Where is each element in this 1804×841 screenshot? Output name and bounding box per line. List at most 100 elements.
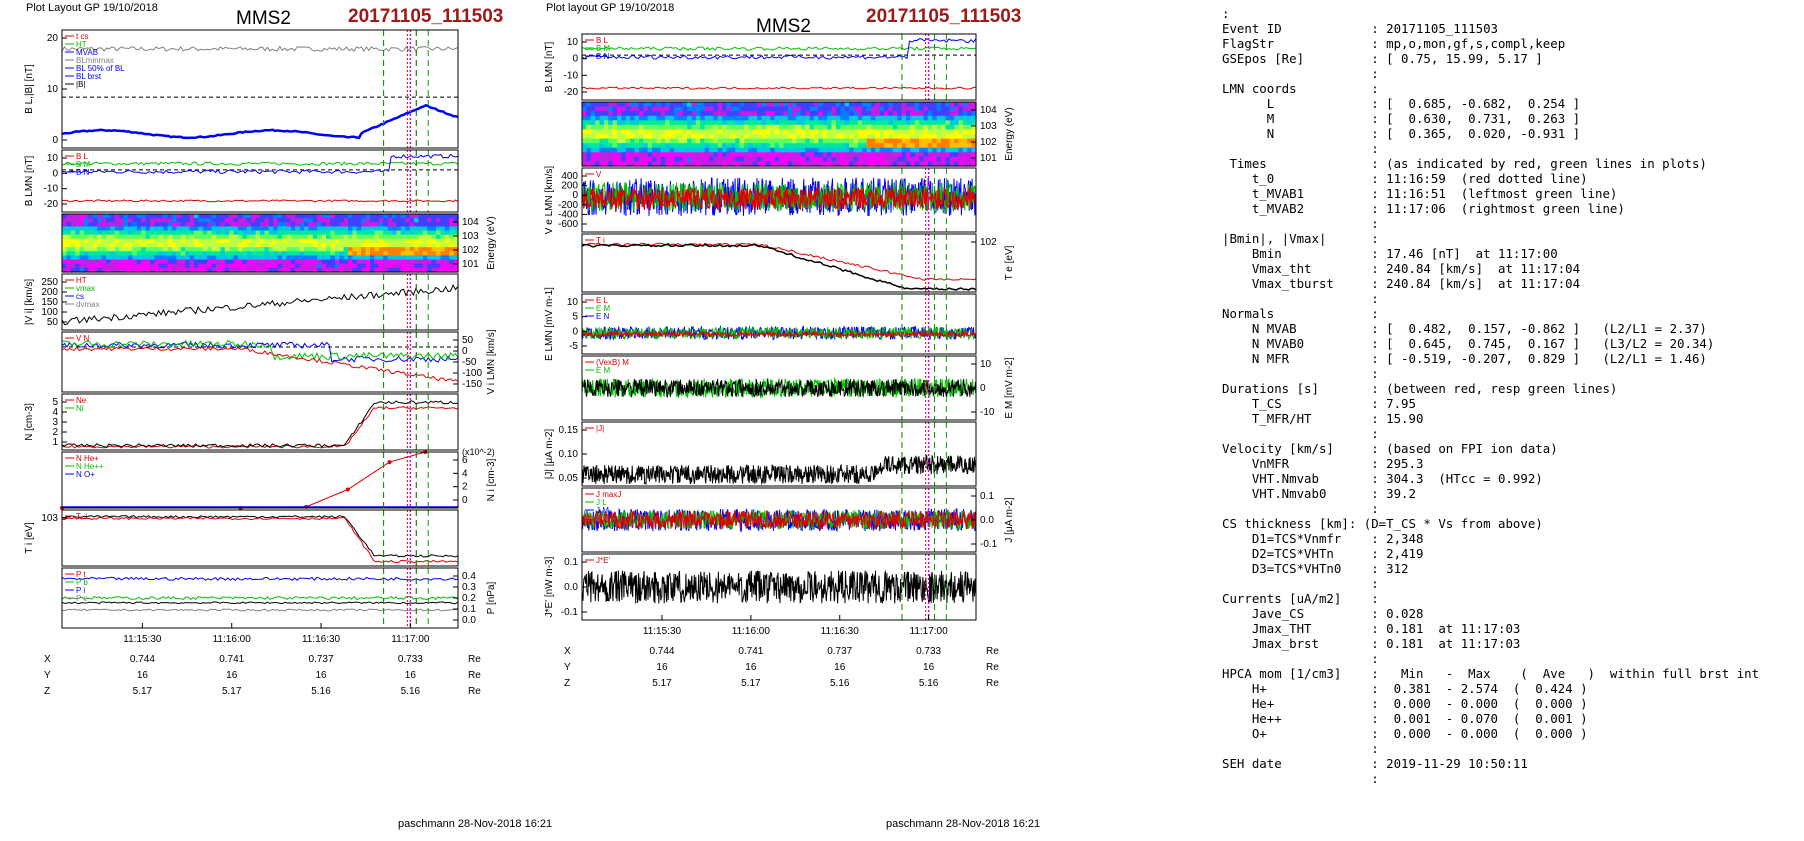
spectrogram-cell: [238, 267, 243, 273]
spectrogram-cell: [268, 263, 274, 269]
spectrogram-cell: [717, 115, 723, 121]
spectrogram-cell: [691, 161, 697, 167]
spectrogram-cell: [343, 247, 349, 252]
spectrogram-cell: [765, 134, 771, 140]
spectrogram-cell: [326, 222, 331, 228]
spectrogram-cell: [440, 243, 446, 248]
spectrogram-cell: [822, 147, 828, 153]
spectrogram-cell: [586, 147, 592, 153]
spectrogram-cell: [414, 218, 419, 223]
spectrogram-cell: [621, 102, 627, 108]
spectrogram-cell: [176, 214, 182, 219]
spectrogram-cell: [757, 124, 763, 131]
spectrogram-cell: [630, 115, 636, 121]
spectrogram-cell: [678, 161, 684, 167]
spectrogram-cell: [198, 222, 204, 228]
spectrogram-cell: [444, 214, 450, 219]
spectrogram-cell: [128, 267, 133, 273]
spectrogram-cell: [145, 267, 151, 273]
spectrogram-cell: [722, 138, 728, 144]
spectrogram-cell: [717, 102, 723, 108]
spectrogram-cell: [927, 129, 933, 135]
spectrogram-cell: [726, 111, 732, 117]
spectrogram-cell: [66, 267, 72, 273]
spectrogram-cell: [233, 247, 239, 252]
spectrogram-cell: [905, 161, 911, 167]
spectrogram-cell: [422, 222, 428, 228]
spectrogram-cell: [779, 143, 784, 149]
spectrogram-cell: [84, 238, 89, 244]
spectrogram-cell: [958, 129, 964, 135]
spectrogram-cell: [374, 263, 380, 269]
spectrogram-cell: [361, 263, 367, 269]
spectrogram-cell: [835, 138, 841, 144]
spectrogram-cell: [290, 243, 296, 248]
spectrogram-cell: [713, 120, 719, 126]
spectrogram-cell: [180, 251, 186, 257]
spectrogram-cell: [923, 147, 929, 153]
spectrogram-cell: [352, 226, 358, 232]
spectrogram-cell: [409, 267, 415, 273]
spectrogram-cell: [233, 214, 239, 219]
spectrogram-cell: [207, 263, 213, 269]
spectrogram-cell: [238, 226, 243, 232]
spectrogram-cell: [743, 161, 749, 167]
spectrogram-cell: [761, 120, 767, 126]
spectrogram-cell: [312, 238, 318, 244]
spectrogram-cell: [436, 218, 441, 223]
spectrogram-cell: [198, 243, 204, 248]
spectrogram-cell: [220, 222, 226, 228]
spectrogram-cell: [150, 255, 155, 261]
spectrogram-cell: [92, 226, 98, 232]
y-tick-label: 103: [462, 231, 479, 242]
spectrogram-cell: [739, 129, 745, 135]
spectrogram-cell: [691, 106, 697, 112]
spectrogram-cell: [145, 230, 151, 236]
spectrogram-cell: [387, 222, 393, 228]
spectrogram-cell: [897, 129, 903, 135]
spectrogram-cell: [779, 106, 784, 112]
spectrogram-cell: [260, 238, 265, 244]
spectrogram-cell: [643, 106, 649, 112]
spectrogram-cell: [110, 230, 116, 236]
middle-footer: paschmann 28-Nov-2018 16:21: [886, 818, 1041, 830]
spectrogram-cell: [255, 247, 261, 252]
spectrogram-cell: [216, 230, 221, 236]
spectrogram-cell: [774, 156, 780, 163]
spectrogram-cell: [599, 147, 605, 153]
spectrogram-cell: [884, 111, 890, 117]
spectrogram-cell: [136, 255, 142, 261]
spectrogram-cell: [897, 134, 903, 140]
spectrogram-cell: [678, 106, 684, 112]
spectrogram-cell: [185, 243, 191, 248]
spectrogram-cell: [831, 134, 837, 140]
spectrogram-cell: [312, 226, 318, 232]
spectrogram-cell: [748, 156, 754, 163]
spectrogram-cell: [757, 147, 763, 153]
spectrogram-cell: [835, 115, 841, 121]
spectrogram-cell: [923, 102, 929, 108]
spectrogram-cell: [779, 138, 784, 144]
coord-row-label: Z: [564, 678, 570, 689]
spectrogram-cell: [796, 111, 802, 117]
spectrogram-cell: [299, 251, 305, 257]
spectrogram-cell: [163, 222, 169, 228]
spectrogram-cell: [189, 234, 195, 240]
spectrogram-cell: [879, 120, 885, 126]
spectrogram-cell: [831, 156, 837, 163]
spectrogram-cell: [246, 238, 252, 244]
spectrogram-cell: [708, 138, 714, 144]
spectrogram-cell: [647, 138, 653, 144]
spectrogram-cell: [88, 243, 94, 248]
spectrogram-cell: [299, 259, 305, 265]
spectrogram-cell: [392, 251, 397, 257]
legend-entry: P t: [76, 570, 86, 579]
spectrogram-cell: [326, 259, 331, 265]
spectrogram-cell: [967, 124, 973, 131]
spectrogram-cell: [189, 267, 195, 273]
spectrogram-cell: [853, 115, 859, 121]
spectrogram-cell: [273, 214, 279, 219]
spectrogram-cell: [422, 263, 428, 269]
legend-entry: Ne: [76, 396, 87, 405]
spectrogram-cell: [713, 102, 719, 108]
